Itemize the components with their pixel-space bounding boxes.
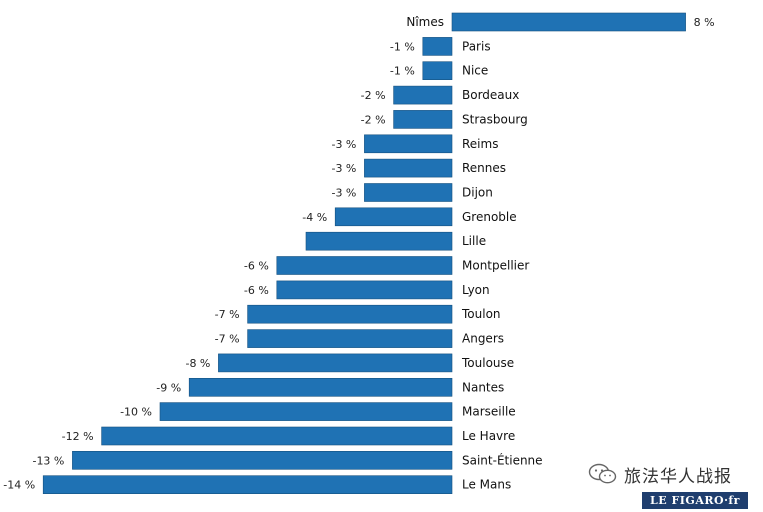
- category-label: Grenoble: [462, 210, 517, 224]
- category-label: Nice: [462, 64, 488, 78]
- bar: [101, 426, 453, 446]
- category-label: Nîmes: [406, 15, 444, 29]
- value-label: -2 %: [361, 89, 386, 102]
- bar: [364, 134, 453, 154]
- le-figaro-logo: LE FIGARO·fr: [642, 492, 748, 509]
- bar: [218, 353, 453, 373]
- category-label: Nantes: [462, 380, 504, 394]
- category-label: Rennes: [462, 161, 506, 175]
- category-label: Bordeaux: [462, 88, 519, 102]
- value-label: -3 %: [331, 187, 356, 200]
- value-label: -13 %: [32, 454, 64, 467]
- bar: [364, 158, 453, 178]
- category-label: Dijon: [462, 186, 493, 200]
- bar: [305, 231, 453, 251]
- wechat-icon: [588, 463, 617, 484]
- category-label: Le Mans: [462, 478, 511, 492]
- bar: [334, 207, 453, 227]
- category-label: Saint-Étienne: [462, 452, 543, 467]
- logo-text: LE FIGARO·fr: [650, 494, 740, 507]
- bar: [393, 110, 453, 129]
- category-label: Toulouse: [461, 356, 514, 370]
- value-label: -7 %: [215, 333, 240, 346]
- bar: [188, 377, 453, 397]
- value-label: -6 %: [244, 260, 269, 273]
- value-label: -7 %: [215, 308, 240, 321]
- bar: [451, 12, 686, 32]
- value-label: -1 %: [390, 65, 415, 78]
- value-label: -8 %: [185, 357, 210, 370]
- bar: [422, 61, 453, 81]
- category-label: Le Havre: [462, 429, 515, 443]
- category-label: Toulon: [461, 307, 501, 321]
- bar: [364, 183, 453, 202]
- category-label: Paris: [462, 39, 491, 53]
- value-label: -4 %: [302, 211, 327, 224]
- bar: [276, 256, 453, 275]
- category-label: Lyon: [462, 283, 490, 297]
- value-label: -10 %: [120, 406, 152, 419]
- watermark: 旅法华人战报: [588, 462, 732, 487]
- value-label: -12 %: [62, 430, 94, 443]
- value-label: -6 %: [244, 284, 269, 297]
- bar: [276, 280, 453, 300]
- bar: [247, 329, 453, 348]
- category-label: Marseille: [462, 405, 516, 419]
- bar: [393, 85, 453, 105]
- bar: [247, 304, 453, 324]
- bar: [422, 37, 453, 56]
- watermark-text: 旅法华人战报: [624, 466, 732, 487]
- value-label: -3 %: [331, 162, 356, 175]
- category-label: Strasbourg: [462, 112, 528, 126]
- category-label: Reims: [462, 137, 498, 151]
- value-label: 8 %: [694, 16, 715, 29]
- value-label: -9 %: [156, 381, 181, 394]
- bar: [42, 475, 453, 495]
- value-label: -2 %: [361, 113, 386, 126]
- value-label: -14 %: [3, 479, 35, 492]
- category-label: Angers: [462, 332, 504, 346]
- category-label: Montpellier: [462, 259, 529, 273]
- value-label: -1 %: [390, 40, 415, 53]
- bar: [159, 402, 453, 421]
- value-label: -3 %: [331, 138, 356, 151]
- bar: [72, 450, 453, 470]
- category-label: Lille: [462, 234, 486, 248]
